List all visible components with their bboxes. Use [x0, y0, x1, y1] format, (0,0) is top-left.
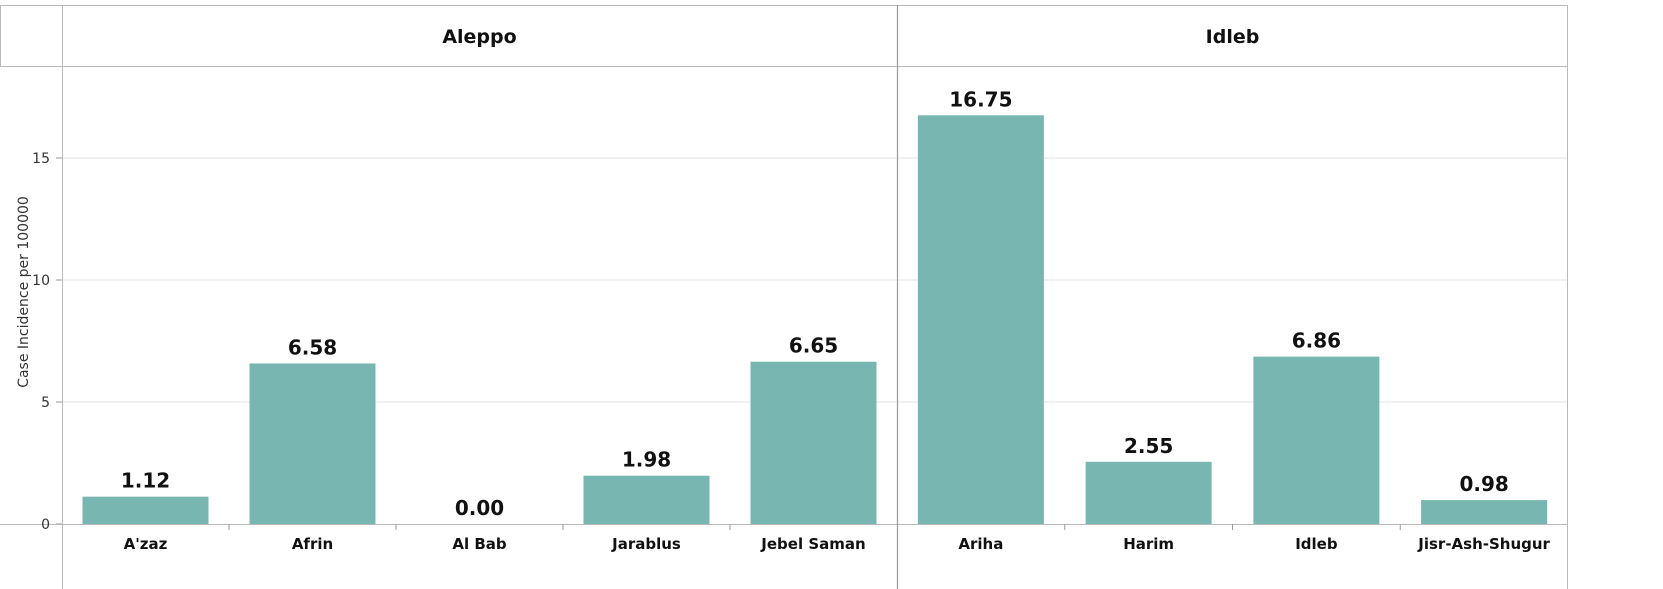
y-tick-label: 15	[32, 151, 50, 167]
y-tick-label: 0	[41, 517, 50, 533]
x-category-label: Ariha	[958, 535, 1003, 553]
panel-title: Aleppo	[442, 26, 516, 48]
data-label: 1.98	[622, 448, 671, 472]
data-label: 0.00	[455, 496, 504, 520]
bar	[1253, 356, 1380, 524]
data-label: 2.55	[1124, 434, 1173, 458]
data-label: 6.86	[1292, 329, 1341, 353]
x-category-label: Jebel Saman	[760, 535, 865, 553]
data-label: 1.12	[121, 469, 170, 493]
bar	[1085, 461, 1212, 524]
data-label: 16.75	[949, 87, 1012, 111]
bar	[82, 496, 209, 524]
bar	[1421, 500, 1548, 524]
y-axis-label: Case Incidence per 100000	[16, 196, 32, 388]
y-tick-label: 10	[32, 273, 50, 289]
x-category-label: Jarablus	[611, 535, 681, 553]
x-category-label: Harim	[1123, 535, 1174, 553]
frame	[0, 5, 1568, 589]
x-category-label: Idleb	[1295, 535, 1338, 553]
data-label: 0.98	[1459, 472, 1508, 496]
x-category-label: Jisr-Ash-Shugur	[1417, 535, 1550, 553]
bar	[750, 361, 877, 524]
data-label: 6.65	[789, 334, 838, 358]
x-category-label: Afrin	[292, 535, 333, 553]
y-tick-label: 5	[41, 395, 50, 411]
x-category-label: A'zaz	[124, 535, 168, 553]
x-category-label: Al Bab	[452, 535, 507, 553]
panel-title: Idleb	[1206, 26, 1260, 48]
labels: 0 5 10 15 Aleppo 1.12 A'zaz 6.58 Afrin 0.00 Al Bab…	[32, 26, 1550, 553]
bar	[249, 363, 376, 524]
data-label: 6.58	[288, 335, 337, 359]
bar	[583, 475, 710, 524]
bars	[82, 115, 1548, 525]
bar	[917, 115, 1044, 525]
